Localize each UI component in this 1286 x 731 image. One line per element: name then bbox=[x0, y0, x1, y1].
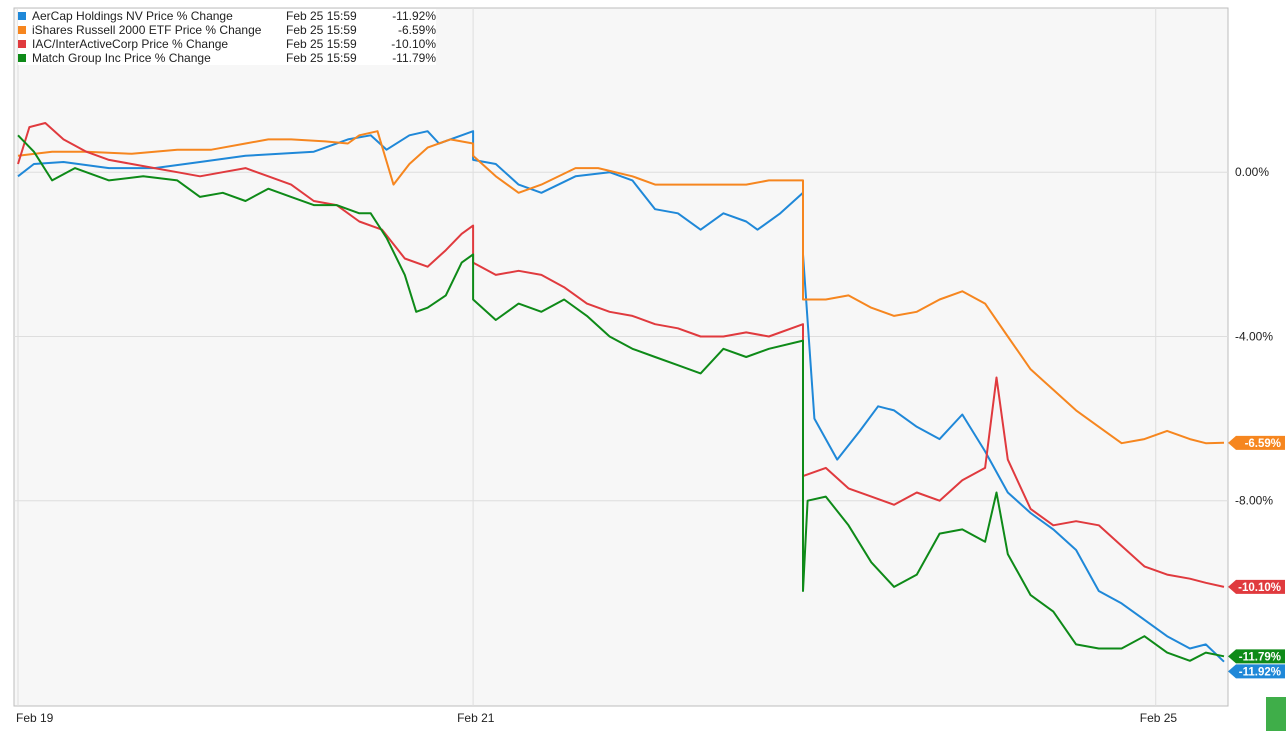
plot-background bbox=[13, 7, 1229, 707]
corner-button[interactable] bbox=[1266, 697, 1286, 731]
end-label-0: -11.92% bbox=[1228, 664, 1285, 679]
legend-swatch-iwm bbox=[18, 26, 26, 34]
x-tick-label: Feb 21 bbox=[457, 711, 495, 725]
end-label-text-0: -11.92% bbox=[1239, 666, 1281, 678]
y-tick-label: 0.00% bbox=[1235, 165, 1269, 179]
series-line-3 bbox=[17, 134, 1225, 662]
legend-name-aercap: AerCap Holdings NV Price % Change bbox=[32, 9, 233, 23]
end-labels: -6.59% -10.10% -11.79% -11.92% bbox=[1228, 435, 1285, 679]
end-label-text-1: -6.59% bbox=[1245, 438, 1281, 450]
tick-labels: 0.00% -4.00% -8.00% Feb 19 Feb 21 Feb 25 bbox=[16, 165, 1273, 725]
end-label-1: -6.59% bbox=[1228, 435, 1285, 450]
legend-date-iac: Feb 25 15:59 bbox=[286, 37, 357, 51]
series-line-0 bbox=[17, 130, 1225, 663]
y-tick-label: -8.00% bbox=[1235, 494, 1273, 508]
legend: AerCap Holdings NV Price % Change Feb 25… bbox=[18, 9, 436, 65]
legend-date-iwm: Feb 25 15:59 bbox=[286, 23, 357, 37]
series-lines bbox=[17, 122, 1225, 663]
legend-name-iwm: iShares Russell 2000 ETF Price % Change bbox=[32, 23, 262, 37]
series-line-1 bbox=[17, 130, 1225, 445]
legend-value-match: -11.79% bbox=[392, 51, 436, 65]
legend-name-match: Match Group Inc Price % Change bbox=[32, 51, 211, 65]
legend-row-match: Match Group Inc Price % Change Feb 25 15… bbox=[18, 51, 436, 65]
end-label-text-2: -10.10% bbox=[1238, 582, 1281, 594]
legend-row-aercap: AerCap Holdings NV Price % Change Feb 25… bbox=[18, 9, 436, 23]
legend-date-aercap: Feb 25 15:59 bbox=[286, 9, 357, 23]
legend-swatch-iac bbox=[18, 40, 26, 48]
legend-row-iac: IAC/InterActiveCorp Price % Change Feb 2… bbox=[18, 37, 436, 51]
legend-row-iwm: iShares Russell 2000 ETF Price % Change … bbox=[18, 23, 436, 37]
end-label-2: -10.10% bbox=[1228, 579, 1285, 594]
grid bbox=[14, 8, 1228, 706]
x-tick-label: Feb 19 bbox=[16, 711, 54, 725]
legend-swatch-aercap bbox=[18, 12, 26, 20]
y-tick-label: -4.00% bbox=[1235, 329, 1273, 343]
legend-swatch-match bbox=[18, 54, 26, 62]
x-tick-label: Feb 25 bbox=[1140, 711, 1178, 725]
end-label-3: -11.79% bbox=[1228, 649, 1285, 664]
legend-value-iac: -10.10% bbox=[391, 37, 436, 51]
legend-value-iwm: -6.59% bbox=[397, 23, 436, 37]
end-label-text-3: -11.79% bbox=[1239, 651, 1281, 663]
series-line-2 bbox=[17, 122, 1225, 588]
legend-name-iac: IAC/InterActiveCorp Price % Change bbox=[32, 37, 229, 51]
legend-date-match: Feb 25 15:59 bbox=[286, 51, 357, 65]
legend-value-aercap: -11.92% bbox=[392, 9, 436, 23]
